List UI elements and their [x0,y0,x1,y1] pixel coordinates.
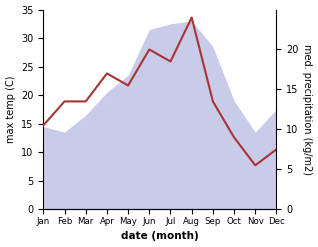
Y-axis label: max temp (C): max temp (C) [5,76,16,143]
X-axis label: date (month): date (month) [121,231,199,242]
Y-axis label: med. precipitation (kg/m2): med. precipitation (kg/m2) [302,44,313,175]
